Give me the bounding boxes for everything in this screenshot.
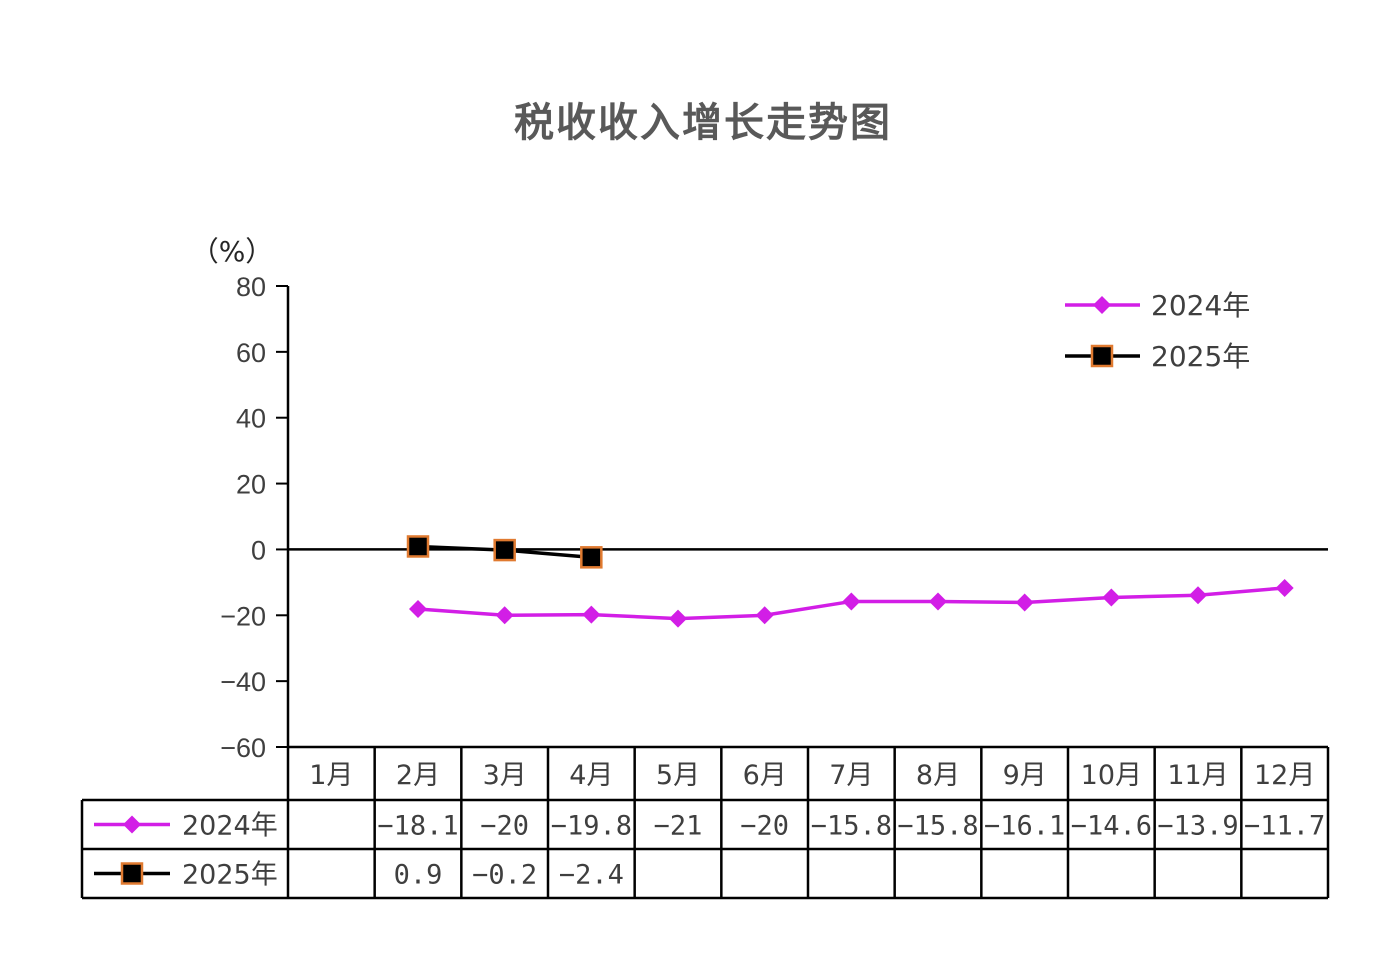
data-label: −15.8 <box>811 811 892 842</box>
data-point <box>669 609 687 628</box>
table-series-label: 2025年 <box>182 860 278 891</box>
chart-title: 税收收入增长走势图 <box>514 100 892 146</box>
data-point <box>493 538 516 562</box>
y-tick-label: −20 <box>220 601 266 631</box>
data-label: −21 <box>654 811 703 842</box>
month-header: 6月 <box>743 760 787 791</box>
data-point <box>406 535 430 558</box>
month-header: 11月 <box>1167 760 1228 791</box>
data-label: −15.8 <box>897 811 978 842</box>
data-point <box>580 546 603 569</box>
y-axis-ticks: 80 60 40 20 0 −20 −40 −60 <box>220 272 288 763</box>
y-tick-label: 80 <box>236 272 266 302</box>
month-header: 2月 <box>396 760 440 791</box>
table-legend-marker <box>123 815 141 834</box>
data-label: −16.1 <box>984 811 1065 842</box>
y-axis-unit-label: （%） <box>191 235 274 268</box>
data-label: −20 <box>480 811 529 842</box>
month-header: 4月 <box>569 760 613 791</box>
data-point <box>582 605 601 624</box>
axes-and-table-grid <box>80 286 1330 900</box>
data-label: −2.4 <box>559 860 624 891</box>
data-label: −14.6 <box>1071 811 1152 842</box>
data-label: −20 <box>740 811 789 842</box>
month-header: 12月 <box>1254 760 1315 791</box>
legend-marker <box>1093 296 1111 314</box>
y-tick-label: 20 <box>236 470 266 500</box>
data-point <box>495 606 514 625</box>
month-header: 8月 <box>916 760 960 791</box>
data-label: −19.8 <box>551 811 632 842</box>
legend-marker <box>1090 344 1114 368</box>
data-label: −0.2 <box>472 860 537 891</box>
data-point <box>409 600 427 619</box>
month-header: 5月 <box>656 760 700 791</box>
data-point <box>1275 578 1294 597</box>
legend: 2024年 2025年 <box>1065 289 1250 373</box>
data-label: −11.7 <box>1244 811 1325 842</box>
legend-label: 2024年 <box>1151 289 1250 322</box>
y-tick-label: 60 <box>236 338 266 368</box>
y-tick-label: −60 <box>220 733 266 763</box>
data-point <box>842 592 861 611</box>
table-legend-marker <box>120 862 144 885</box>
data-label: −13.9 <box>1157 811 1238 842</box>
y-tick-label: 0 <box>251 535 266 565</box>
data-label: 0.9 <box>394 860 443 891</box>
data-point <box>1015 593 1034 612</box>
series-lines <box>406 535 1294 628</box>
y-tick-label: 40 <box>236 404 266 434</box>
data-point <box>929 592 947 611</box>
month-header: 10月 <box>1081 760 1142 791</box>
data-point <box>1102 588 1121 607</box>
data-label: −18.1 <box>377 811 458 842</box>
data-point <box>1189 586 1207 605</box>
data-point <box>755 606 774 625</box>
month-header: 3月 <box>483 760 527 791</box>
month-header: 9月 <box>1003 760 1047 791</box>
month-header: 1月 <box>309 760 353 791</box>
y-tick-label: −40 <box>220 667 266 697</box>
table-series-label: 2024年 <box>182 811 278 842</box>
month-header: 7月 <box>829 760 873 791</box>
legend-label: 2025年 <box>1151 340 1250 373</box>
data-table: 1月 2月 3月 4月 5月 6月 7月 8月 9月 10月 11月 12月 2024年 −18.1 −20… <box>94 760 1325 891</box>
